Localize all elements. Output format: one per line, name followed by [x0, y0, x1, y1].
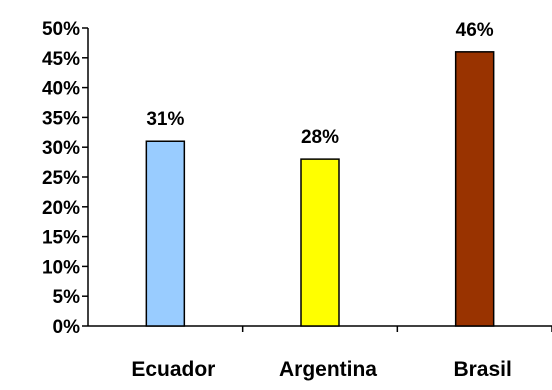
category-labels-group: Ecuador Argentina Brasil [131, 358, 512, 381]
x-axis-ticks [241, 326, 552, 332]
category-label-brasil: Brasil [453, 358, 511, 381]
y-tick-label: 25% [42, 168, 80, 189]
bars-group [145, 51, 495, 327]
data-label-argentina: 28% [301, 127, 339, 148]
y-tick-label: 45% [42, 49, 80, 70]
y-tick-label: 35% [42, 108, 80, 129]
y-tick-label: 10% [42, 257, 80, 278]
bar-ecuador [145, 140, 186, 327]
category-label-argentina: Argentina [279, 358, 377, 381]
category-label-ecuador: Ecuador [131, 358, 215, 381]
y-axis-ticks: 0% 5% 10% 15% 20% 25% 30% 35% 40% 45% 50% [42, 19, 88, 338]
data-label-ecuador: 31% [146, 109, 184, 130]
data-label-brasil: 46% [456, 20, 494, 41]
y-tick-label: 15% [42, 228, 80, 249]
y-tick-label: 50% [42, 19, 80, 40]
y-tick-label: 5% [53, 287, 81, 308]
y-tick-label: 40% [42, 79, 80, 100]
y-tick-label: 30% [42, 138, 80, 159]
y-tick-label: 20% [42, 198, 80, 219]
bar-brasil [454, 51, 495, 327]
data-labels-group: 31% 28% 46% [146, 20, 493, 148]
y-tick-label: 0% [53, 317, 81, 338]
bar-argentina [300, 158, 340, 327]
